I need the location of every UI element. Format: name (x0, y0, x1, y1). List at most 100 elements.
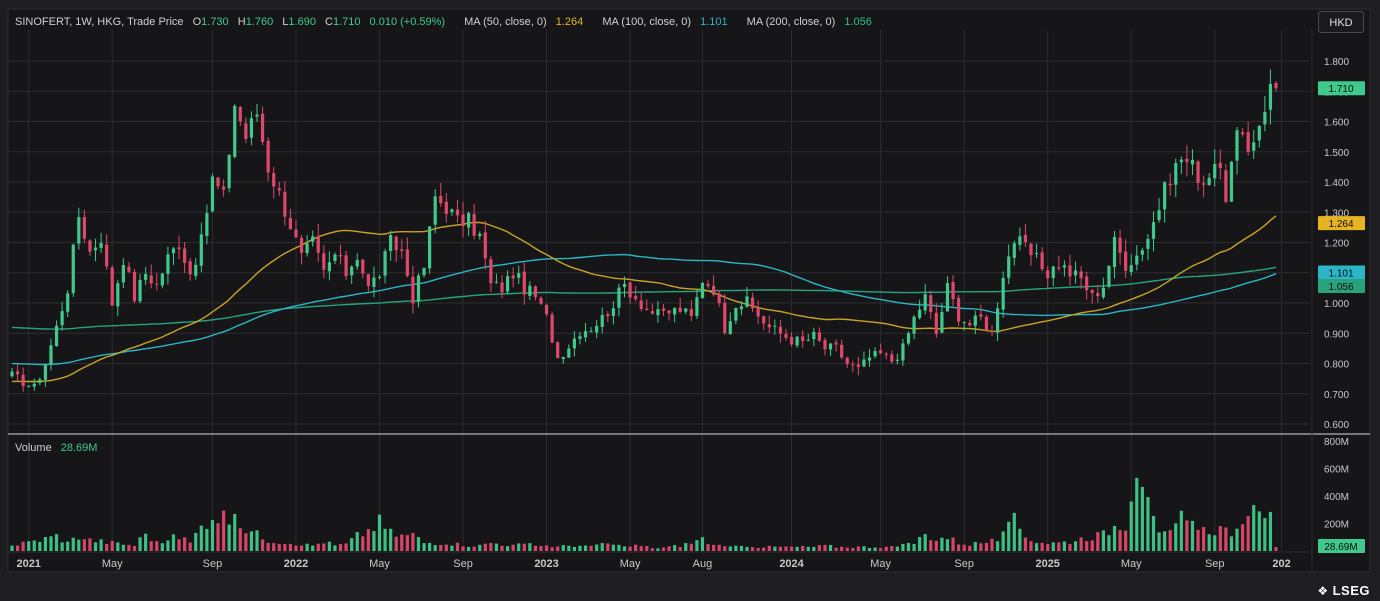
candle-body (10, 371, 14, 377)
volume-bar (544, 545, 549, 551)
candle-body (1096, 292, 1100, 297)
volume-bar (327, 541, 331, 551)
candle-body (634, 296, 638, 299)
volume-bar (450, 545, 454, 551)
candle-body (789, 336, 794, 345)
candle-body (43, 364, 48, 380)
candle-body (940, 311, 944, 333)
volume-bar (15, 545, 20, 551)
volume-bar (1151, 515, 1156, 551)
candle-body (957, 298, 961, 322)
time-tick-label: Sep (954, 558, 974, 570)
volume-bar (121, 544, 125, 551)
volume-bar (1129, 501, 1133, 551)
candle-body (611, 308, 615, 316)
volume-bar (1218, 526, 1222, 551)
volume-bar (1118, 530, 1122, 551)
volume-bar (1213, 535, 1217, 551)
volume-bar (1185, 520, 1189, 551)
candle-body (338, 255, 343, 257)
volume-bar (929, 540, 933, 551)
volume-bar (1190, 520, 1195, 551)
candle-body (906, 333, 911, 344)
volume-bar (43, 536, 48, 551)
candle-body (272, 173, 276, 187)
brand-logo: ❖ LSEG (1317, 583, 1370, 598)
candle-body (600, 315, 604, 327)
volume-bar (1079, 537, 1083, 551)
volume-bar (812, 546, 816, 551)
price-tick-label: 1.300 (1324, 208, 1349, 219)
volume-bar (1179, 510, 1183, 551)
candle-body (1129, 265, 1133, 272)
price-tick-label: 1.400 (1324, 178, 1349, 189)
volume-bar (66, 541, 70, 551)
volume-bar (227, 524, 231, 551)
volume-bar (840, 546, 844, 551)
candle-body (934, 312, 938, 334)
volume-bar (628, 546, 632, 551)
volume-bar (528, 543, 532, 551)
candle-body (1224, 170, 1228, 202)
volume-bar (288, 543, 293, 551)
candle-body (299, 237, 304, 253)
candle-body (405, 249, 409, 276)
volume-bar (377, 514, 382, 551)
candle-body (110, 267, 114, 306)
candle-body (795, 336, 799, 346)
time-tick-label: Sep (203, 558, 223, 570)
volume-bar (1246, 516, 1250, 551)
volume-bar (1012, 512, 1016, 551)
volume-bar (645, 546, 649, 551)
volume-bar (951, 537, 955, 551)
candle-body (433, 196, 437, 225)
close-label: C (325, 16, 333, 28)
volume-bar (934, 540, 938, 551)
candle-body (71, 244, 75, 294)
volume-bar (110, 540, 114, 551)
volume-bar (617, 544, 621, 551)
volume-bar (851, 547, 855, 551)
candle-body (1062, 265, 1067, 268)
candle-body (383, 251, 387, 276)
candle-body (389, 235, 393, 251)
candle-body (238, 106, 242, 122)
ma100-value: 1.101 (700, 16, 728, 28)
volume-bar (795, 546, 799, 551)
candle-body (1207, 177, 1211, 186)
volume-bar (116, 542, 120, 551)
volume-bar (400, 534, 404, 551)
candle-body (1079, 271, 1083, 279)
volume-bar (1018, 528, 1022, 551)
volume-bar (283, 543, 287, 551)
candle-body (177, 247, 181, 250)
price-badge-label: 1.710 (1328, 84, 1353, 95)
volume-badge-label: 28.69M (1324, 542, 1357, 553)
candle-body (862, 359, 866, 367)
volume-bar (678, 547, 682, 551)
candle-body (1151, 222, 1156, 239)
lseg-logo-icon: ❖ (1317, 584, 1329, 598)
currency-button[interactable]: HKD (1318, 11, 1364, 33)
volume-tick-label: 600M (1324, 465, 1349, 476)
candle-body (160, 273, 164, 286)
volume-bar (984, 542, 989, 551)
volume-bar (260, 539, 265, 551)
volume-bar (517, 543, 521, 551)
candle-body (918, 309, 922, 318)
candle-body (166, 254, 170, 274)
candle-body (650, 311, 654, 314)
candle-body (990, 330, 994, 332)
volume-bar (494, 543, 499, 551)
volume-bar (973, 542, 977, 551)
candle-body (589, 331, 593, 333)
volume-bar (433, 545, 437, 551)
candle-body (455, 209, 460, 216)
candle-body (283, 191, 287, 217)
volume-bar (1163, 531, 1167, 551)
candle-body (923, 294, 927, 311)
volume-bar (595, 544, 599, 551)
volume-bar (684, 543, 688, 551)
candle-body (1229, 161, 1234, 202)
